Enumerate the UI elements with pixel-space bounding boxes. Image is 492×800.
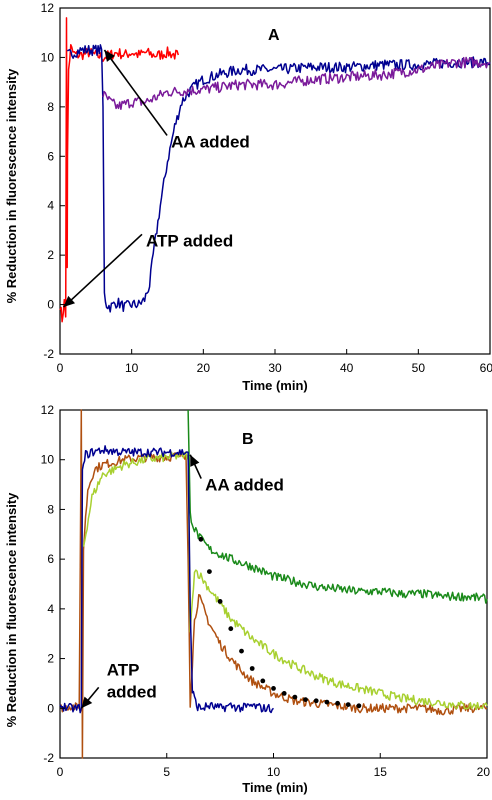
panel-a-y-tick-label: 2 — [47, 248, 54, 262]
panel-a-y-tick-label: 8 — [47, 100, 54, 114]
panel-b-dot-point — [260, 678, 266, 684]
panel-a-x-tick-label: 40 — [340, 361, 354, 375]
panel-a-series-line-3 — [102, 56, 491, 111]
panel-b-label: B — [242, 431, 254, 448]
panel-a-label: A — [268, 27, 280, 44]
panel-b-dot-point — [345, 702, 351, 707]
panel-a-x-tick-label: 60 — [480, 361, 492, 375]
panel-a-xlabel: Time (min) — [242, 378, 308, 393]
panel-a-y-tick-label: 6 — [47, 149, 54, 163]
panel-b-series-line-4 — [59, 445, 275, 714]
panel-a-ylabel: % Reduction in fluorescence intensity — [4, 68, 19, 304]
panel-b-dot-point — [239, 648, 244, 654]
panel-a-annotation-aa-added: AA added — [171, 132, 250, 151]
panel-b-y-tick-label: -2 — [43, 751, 54, 765]
panel-a-arrowhead-aa-added — [104, 50, 115, 62]
panel-a-x-tick-label: 20 — [197, 361, 211, 375]
panel-a-series-line-2 — [67, 44, 491, 313]
panel-a-y-tick-label: -2 — [43, 347, 54, 361]
panel-b-dot-point — [207, 569, 212, 574]
panel-b-series-line-2 — [82, 451, 488, 711]
panel-a-annotation-atp-added: ATP added — [146, 231, 233, 250]
panel-b-x-tick-label: 15 — [374, 765, 388, 779]
panel-b-annotation-aa-added: AA added — [205, 476, 284, 495]
panel-b-annotation-atp-added-line-2: added — [107, 682, 157, 701]
panel-b-chart: B % Reduction in fluorescence intensity … — [4, 403, 490, 795]
panel-b-arrowhead-atp-added — [81, 696, 93, 709]
panel-b-dot-point — [198, 536, 204, 542]
panel-b-y-tick-label: 0 — [47, 701, 54, 715]
panel-a-x-tick-label: 10 — [125, 361, 139, 375]
panel-b-dot-point — [356, 703, 362, 709]
panel-a-y-tick-label: 10 — [41, 50, 55, 64]
panel-b-y-tick-label: 10 — [41, 453, 55, 467]
panel-b-y-tick-label: 6 — [47, 552, 54, 566]
panel-a-arrowhead-atp-added — [63, 295, 76, 308]
panel-b-dot-point — [324, 699, 330, 705]
panel-b-dot-point — [292, 694, 298, 700]
panel-a-series-line-1 — [59, 17, 180, 323]
panel-b-dot-point — [271, 686, 276, 691]
panel-b-dot-point — [303, 697, 308, 702]
panel-b-dot-point — [249, 666, 255, 671]
panel-a-arrow-atp-added — [63, 233, 143, 308]
panel-b-series-line-3 — [187, 409, 488, 604]
panel-a-plot-frame — [59, 7, 491, 355]
panel-b-y-tick-label: 2 — [47, 652, 54, 666]
panel-a-x-tick-label: 50 — [412, 361, 426, 375]
panel-b-dot-point — [335, 700, 340, 706]
panel-a-arrow-aa-added — [103, 49, 168, 136]
panel-b-annotation-atp-added-line-1: ATP — [107, 660, 140, 679]
panel-a-y-tick-label: 0 — [47, 298, 54, 312]
panel-b-dot-point — [281, 691, 287, 696]
panel-a-x-tick-label: 0 — [57, 361, 64, 375]
panel-b-xlabel: Time (min) — [242, 780, 308, 795]
panel-b-y-tick-label: 12 — [41, 403, 55, 417]
panel-b-y-tick-label: 8 — [47, 502, 54, 516]
panel-b-x-tick-label: 10 — [267, 765, 281, 779]
panel-a-y-tick-label: 12 — [41, 1, 55, 15]
panel-b-dot-point — [313, 698, 319, 704]
panel-b-y-tick-label: 4 — [47, 602, 54, 616]
panel-b-x-tick-label: 20 — [477, 765, 491, 779]
panel-a-x-tick-label: 30 — [268, 361, 282, 375]
panel-b-x-tick-label: 5 — [163, 765, 170, 779]
panel-b-ylabel: % Reduction in fluorescence intensity — [4, 492, 19, 728]
panel-b-arrowhead-aa-added — [190, 454, 200, 467]
panel-a-y-tick-label: 4 — [47, 199, 54, 213]
panel-b-x-tick-label: 0 — [57, 765, 64, 779]
panel-b-dot-point — [228, 626, 234, 632]
panel-a-chart: A % Reduction in fluorescence intensity … — [4, 1, 492, 393]
panel-b-dot-point — [217, 599, 223, 604]
